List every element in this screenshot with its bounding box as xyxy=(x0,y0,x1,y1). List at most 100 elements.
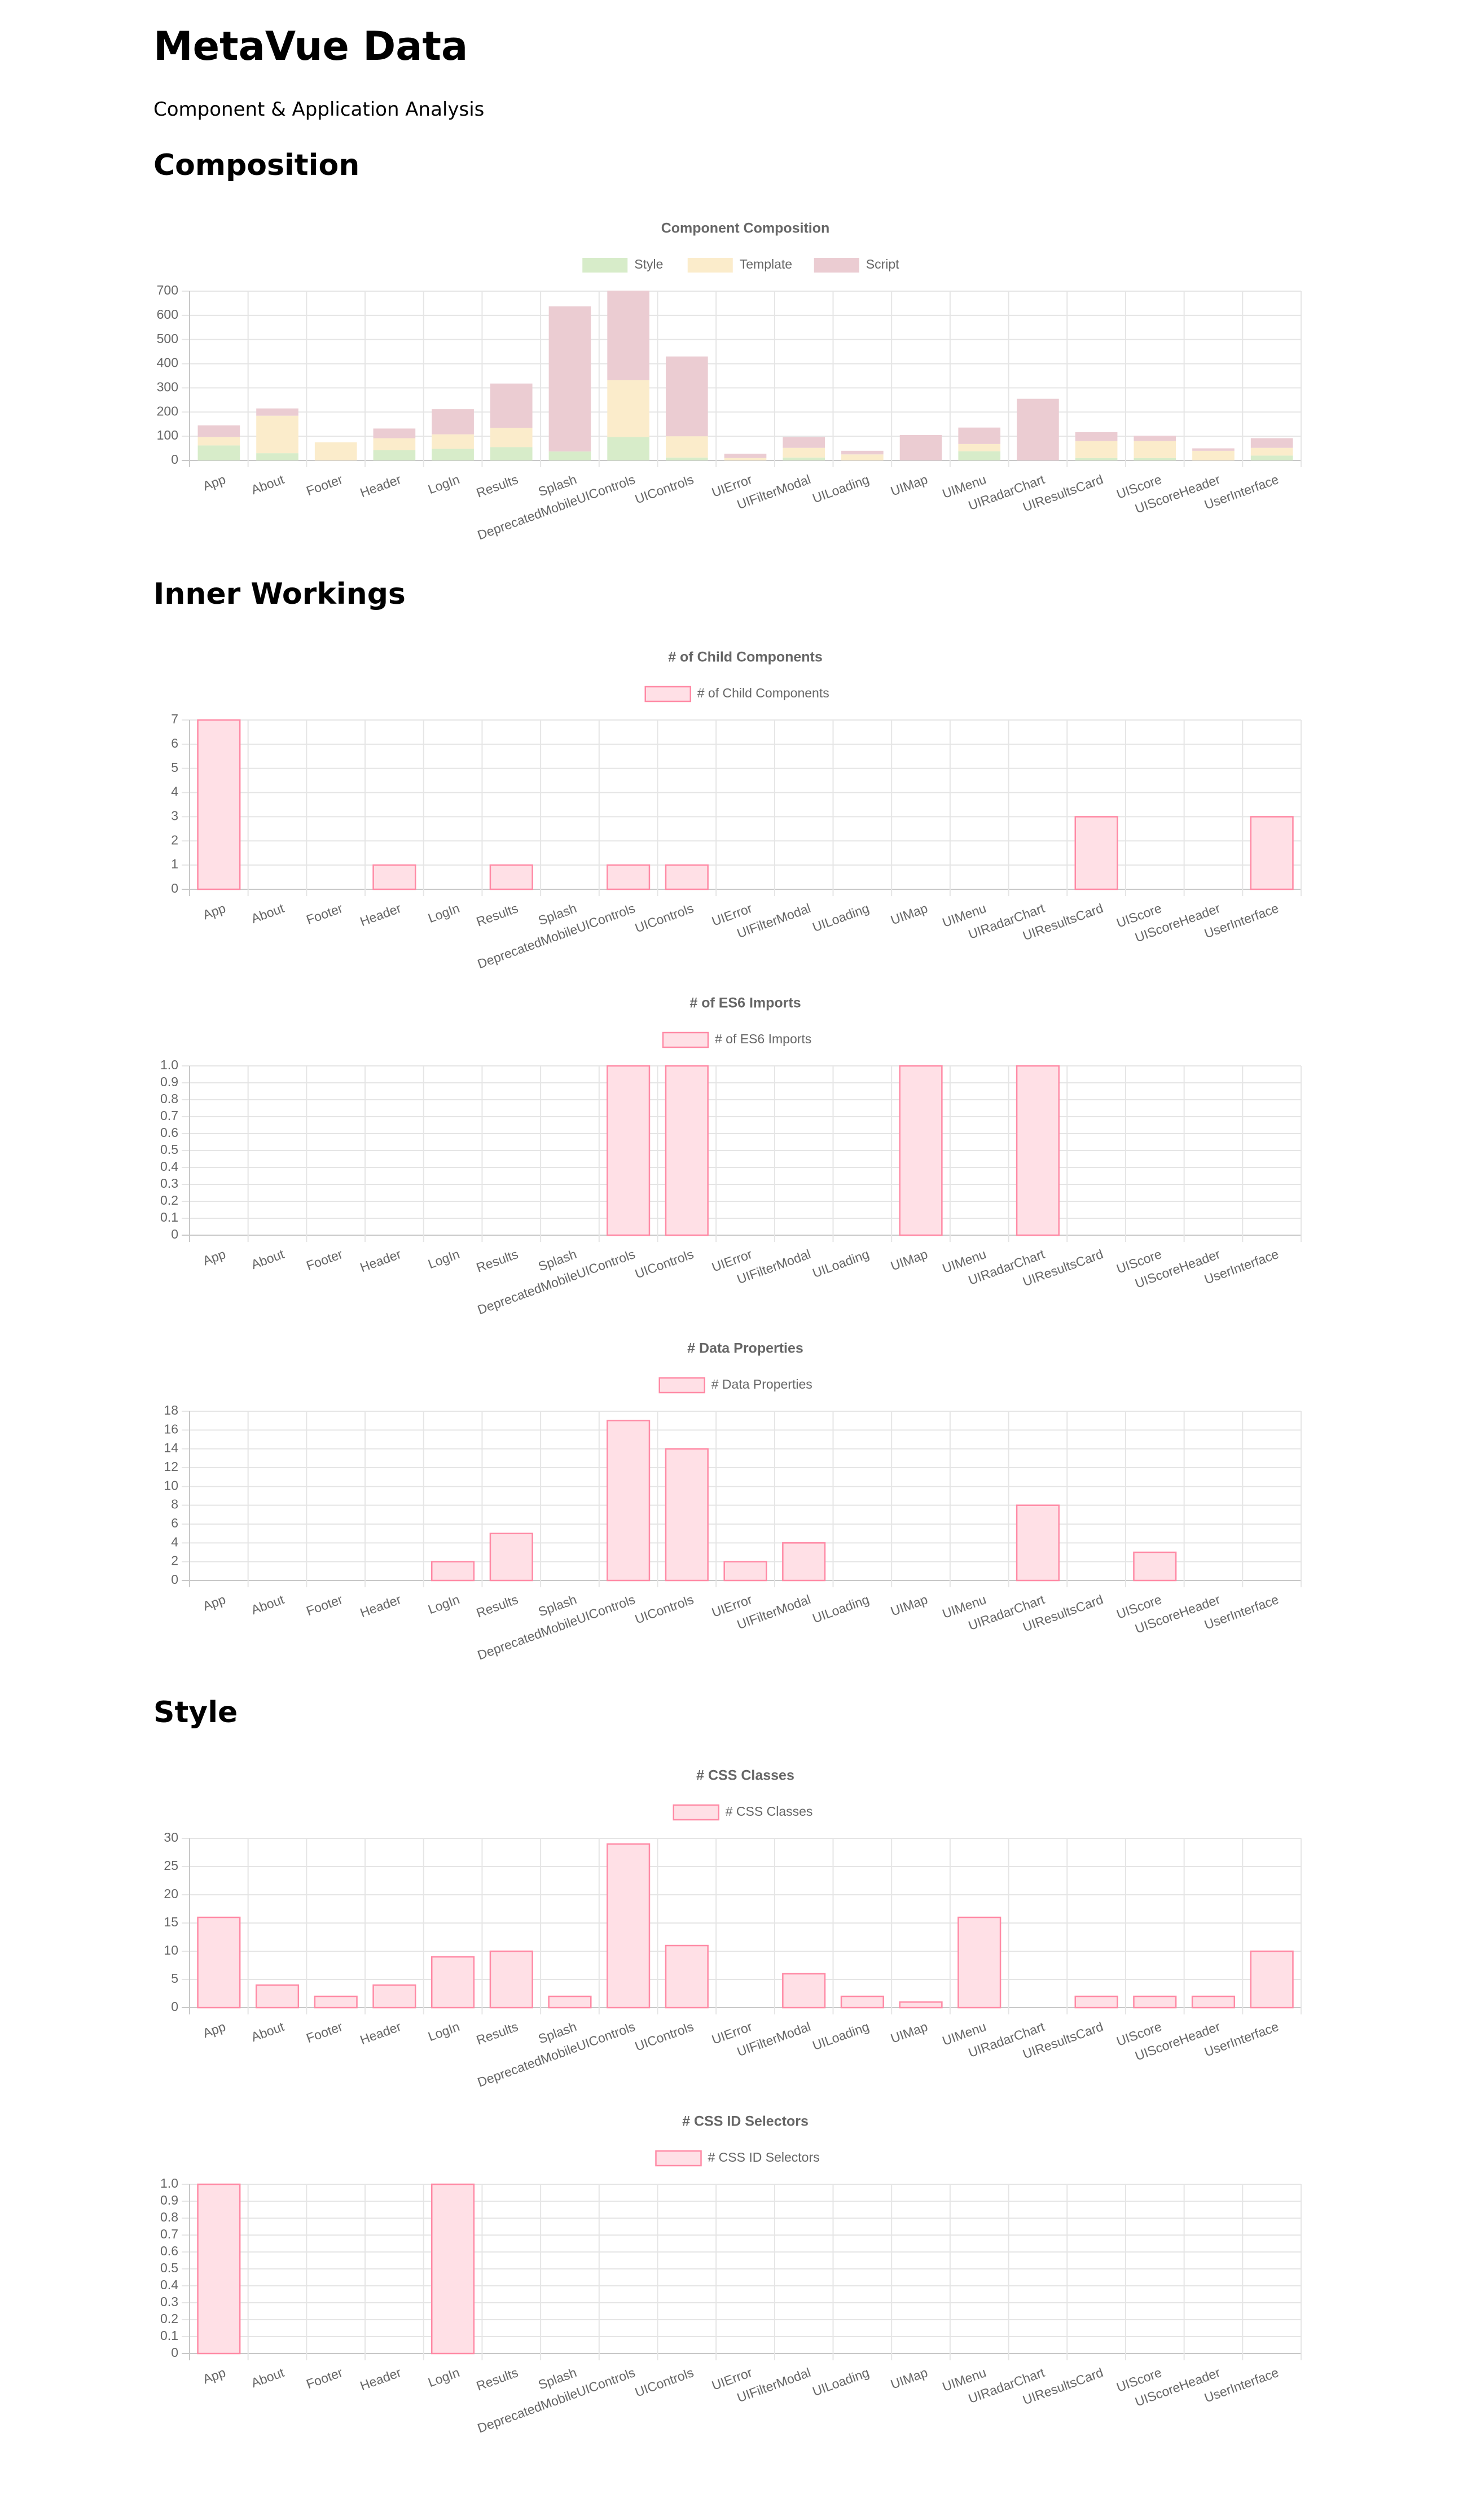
bar-template-about[interactable] xyxy=(256,415,298,454)
bar-css-id-selectors-login[interactable] xyxy=(431,2183,475,2355)
bar-template-userinterface[interactable] xyxy=(1250,447,1293,456)
bar-style-uiresultscard[interactable] xyxy=(1075,458,1118,460)
legend-item-style[interactable]: Style xyxy=(582,257,663,273)
bar-template-uimenu[interactable] xyxy=(958,444,1001,451)
bar-data-properties-deprecatedmobileuicontrols[interactable] xyxy=(607,1420,651,1582)
bar-template-login[interactable] xyxy=(432,434,474,449)
bar-script-uiscoreheader[interactable] xyxy=(1192,448,1235,451)
bar-css-classes-results[interactable] xyxy=(489,1950,533,2009)
bar-of-child-components-uicontrols[interactable] xyxy=(665,864,709,890)
bar-of-child-components-userinterface[interactable] xyxy=(1250,816,1294,890)
bar-css-id-selectors-app[interactable] xyxy=(197,2183,241,2355)
bar-of-child-components-results[interactable] xyxy=(489,864,533,890)
bar-css-classes-uimenu[interactable] xyxy=(957,1916,1001,2009)
y-tick-label: 5 xyxy=(171,1971,178,1986)
bar-template-deprecatedmobileuicontrols[interactable] xyxy=(607,380,649,437)
bar-style-app[interactable] xyxy=(197,445,240,460)
bar-style-uiscore[interactable] xyxy=(1134,458,1176,460)
bar-data-properties-uiscore[interactable] xyxy=(1133,1551,1177,1582)
bar-of-child-components-app[interactable] xyxy=(197,719,241,890)
bar-of-es6-imports-uicontrols[interactable] xyxy=(665,1065,709,1236)
legend-item-css-classes[interactable]: # CSS Classes xyxy=(673,1804,813,1821)
bar-of-es6-imports-uiradarchart[interactable] xyxy=(1016,1065,1060,1236)
bar-template-uiscoreheader[interactable] xyxy=(1192,450,1235,460)
bar-data-properties-results[interactable] xyxy=(489,1533,533,1582)
bar-template-uifiltermodal[interactable] xyxy=(783,447,825,458)
bar-css-classes-uiresultscard[interactable] xyxy=(1074,1995,1118,2009)
bar-script-uiresultscard[interactable] xyxy=(1075,432,1118,441)
bar-data-properties-uicontrols[interactable] xyxy=(665,1448,709,1582)
bar-of-child-components-uiresultscard[interactable] xyxy=(1074,816,1118,890)
bar-script-app[interactable] xyxy=(197,425,240,437)
x-tick-label: Results xyxy=(475,472,520,501)
legend-item-of-es6-imports[interactable]: # of ES6 Imports xyxy=(662,1031,811,1048)
bar-data-properties-uierror[interactable] xyxy=(723,1561,767,1582)
bar-style-results[interactable] xyxy=(490,447,533,460)
bar-script-uiscore[interactable] xyxy=(1134,436,1176,441)
bar-template-uiloading[interactable] xyxy=(841,454,884,460)
bar-script-uiloading[interactable] xyxy=(841,450,884,455)
x-tick-label: UIControls xyxy=(633,1246,696,1281)
bar-css-classes-header[interactable] xyxy=(372,1984,416,2009)
x-tick-label: Results xyxy=(475,1592,520,1621)
legend-item-of-child-components[interactable]: # of Child Components xyxy=(644,686,829,703)
bar-css-classes-uiloading[interactable] xyxy=(840,1995,884,2009)
bar-script-splash[interactable] xyxy=(548,306,591,452)
bar-css-classes-uifiltermodal[interactable] xyxy=(782,1973,826,2009)
bar-css-classes-uimap[interactable] xyxy=(899,2001,943,2009)
legend-item-template[interactable]: Template xyxy=(687,257,792,273)
bar-script-login[interactable] xyxy=(432,409,474,434)
legend-item-script[interactable]: Script xyxy=(814,257,899,273)
bar-template-footer[interactable] xyxy=(314,442,357,460)
bar-of-es6-imports-deprecatedmobileuicontrols[interactable] xyxy=(607,1065,651,1236)
bar-template-uiscore[interactable] xyxy=(1134,441,1176,458)
bar-script-uiradarchart[interactable] xyxy=(1017,398,1059,460)
bar-script-about[interactable] xyxy=(256,408,298,416)
bar-style-deprecatedmobileuicontrols[interactable] xyxy=(607,437,649,460)
bar-css-classes-footer[interactable] xyxy=(314,1995,358,2009)
bar-css-classes-app[interactable] xyxy=(197,1916,241,2009)
bar-template-uicontrols[interactable] xyxy=(665,436,708,458)
bar-of-child-components-deprecatedmobileuicontrols[interactable] xyxy=(607,864,651,890)
bar-script-uicontrols[interactable] xyxy=(665,356,708,437)
bar-css-classes-uicontrols[interactable] xyxy=(665,1944,709,2009)
legend-item-data-properties[interactable]: # Data Properties xyxy=(658,1377,812,1394)
bar-style-about[interactable] xyxy=(256,453,298,460)
legend-item-css-id-selectors[interactable]: # CSS ID Selectors xyxy=(655,2150,820,2167)
bar-script-uierror[interactable] xyxy=(724,454,767,458)
bar-style-splash[interactable] xyxy=(548,451,591,460)
bar-style-uimenu[interactable] xyxy=(958,451,1001,460)
bar-script-header[interactable] xyxy=(373,428,416,438)
bar-script-userinterface[interactable] xyxy=(1250,438,1293,448)
y-tick-label: 0.9 xyxy=(160,2193,178,2207)
bar-css-classes-uiscore[interactable] xyxy=(1133,1995,1177,2009)
bar-css-classes-uiscoreheader[interactable] xyxy=(1191,1995,1236,2009)
bar-css-classes-about[interactable] xyxy=(255,1984,300,2009)
bar-css-classes-userinterface[interactable] xyxy=(1250,1950,1294,2009)
bar-template-header[interactable] xyxy=(373,438,416,450)
bar-style-login[interactable] xyxy=(432,449,474,460)
bar-of-es6-imports-uimap[interactable] xyxy=(899,1065,943,1236)
bar-template-results[interactable] xyxy=(490,428,533,447)
bar-css-classes-splash[interactable] xyxy=(548,1995,592,2009)
bar-data-properties-login[interactable] xyxy=(431,1561,475,1582)
bar-script-results[interactable] xyxy=(490,383,533,428)
bar-data-properties-uifiltermodal[interactable] xyxy=(782,1542,826,1582)
bar-template-app[interactable] xyxy=(197,437,240,446)
bar-css-classes-deprecatedmobileuicontrols[interactable] xyxy=(607,1843,651,2009)
bar-template-uierror[interactable] xyxy=(724,458,767,460)
bar-style-header[interactable] xyxy=(373,450,416,460)
bar-of-child-components-header[interactable] xyxy=(372,864,416,890)
bar-template-uiresultscard[interactable] xyxy=(1075,441,1118,458)
bar-style-uifiltermodal[interactable] xyxy=(783,457,825,460)
bar-script-uimap[interactable] xyxy=(899,435,942,460)
bar-script-uifiltermodal[interactable] xyxy=(783,437,825,448)
bar-data-properties-uiradarchart[interactable] xyxy=(1016,1504,1060,1582)
y-tick-label: 5 xyxy=(171,760,178,775)
bar-script-uimenu[interactable] xyxy=(958,427,1001,444)
bar-css-classes-login[interactable] xyxy=(431,1956,475,2009)
bar-script-deprecatedmobileuicontrols[interactable] xyxy=(607,291,649,380)
y-tick-label: 12 xyxy=(164,1459,178,1474)
bar-style-userinterface[interactable] xyxy=(1250,455,1293,460)
bar-style-uicontrols[interactable] xyxy=(665,457,708,460)
